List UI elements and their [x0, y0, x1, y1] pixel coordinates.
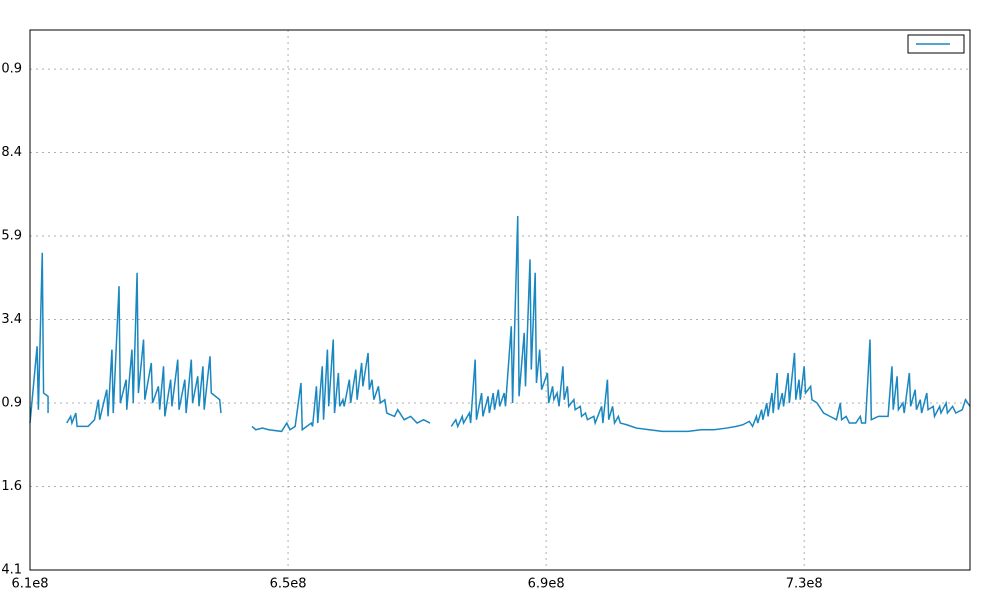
x-tick-label: 7.3e8 [786, 577, 823, 592]
y-tick-label: 5.9 [1, 229, 22, 244]
plot-area [30, 30, 970, 570]
line [29, 215, 971, 433]
x-tick-label: 6.5e8 [270, 577, 307, 592]
x-tick-label: 6.9e8 [528, 577, 565, 592]
y-tick-label: 0.9 [1, 62, 22, 77]
y-tick-label: 0.9 [1, 396, 22, 411]
plot-frame [29, 29, 971, 571]
y-tick-label: 8.4 [1, 145, 22, 160]
y-tick-label: 3.4 [1, 312, 22, 327]
x-tick-label: 6.1e8 [12, 577, 49, 592]
y-tick-label: 4.1 [1, 563, 22, 578]
y-tick-label: 1.6 [1, 479, 22, 494]
